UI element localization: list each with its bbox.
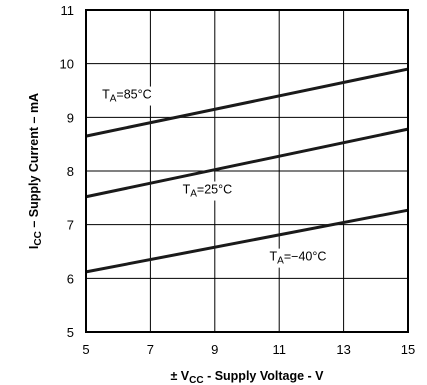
series-label-2: TA=−40°C: [268, 249, 329, 268]
series-label-0: TA=85°C: [100, 87, 154, 106]
x-tick-label: 9: [211, 342, 218, 357]
y-axis-title: ICC – Supply Current – mA: [27, 93, 44, 249]
x-tick-label: 5: [82, 342, 89, 357]
y-tick-label: 11: [61, 3, 75, 18]
y-tick-label: 5: [67, 325, 74, 340]
series-line-2: [86, 210, 408, 272]
annotation-layer: TA=85°C TA=25°C TA=−40°C: [100, 87, 328, 268]
series-line-1: [86, 129, 408, 197]
x-tick-label: 11: [272, 342, 286, 357]
y-tick-label: 10: [60, 57, 74, 72]
y-tick-label: 6: [67, 271, 74, 286]
y-tick-label: 7: [67, 218, 74, 233]
y-tick-label: 8: [67, 164, 74, 179]
x-tick-label: 7: [147, 342, 154, 357]
x-axis-title: ± VCC - Supply Voltage - V: [170, 369, 324, 385]
x-tick-labels: 5 7 9 11 13 15: [82, 342, 415, 357]
y-tick-label: 9: [67, 110, 74, 125]
y-tick-labels: 5 6 7 8 9 10 11: [60, 3, 74, 340]
grid-layer: [86, 10, 408, 332]
x-tick-label: 13: [336, 342, 350, 357]
x-tick-label: 15: [401, 342, 415, 357]
series-label-1: TA=25°C: [181, 182, 235, 201]
